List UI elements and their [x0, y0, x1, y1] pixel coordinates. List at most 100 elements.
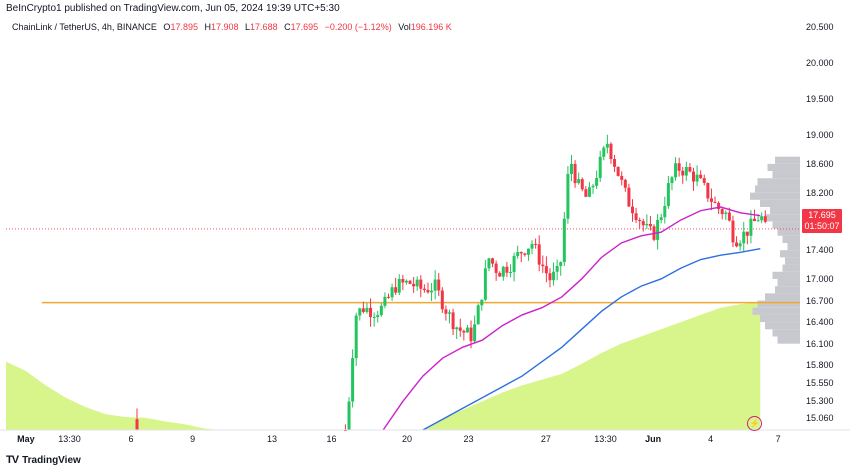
candle-body — [713, 201, 717, 203]
candle-body — [641, 221, 645, 226]
volume-profile-bar — [752, 307, 800, 315]
candle-body — [706, 182, 710, 199]
candle-body — [742, 231, 746, 244]
candle-body — [735, 242, 739, 247]
candle-body — [404, 280, 408, 283]
candle-body — [422, 288, 426, 291]
price-tick-label: 19.000 — [806, 130, 834, 141]
tradingview-brand[interactable]: TV TradingView — [6, 454, 81, 466]
candle-body — [598, 156, 602, 178]
time-tick-label: 16 — [326, 434, 337, 444]
volume-profile-bar — [777, 228, 800, 236]
candle-body — [555, 265, 559, 272]
tradingview-logo-icon: TV — [6, 454, 19, 466]
candle-body — [630, 206, 634, 214]
volume-profile-bar — [777, 278, 800, 287]
candle-body — [135, 419, 139, 430]
candle-body — [483, 268, 487, 300]
volume-profile-bar — [765, 214, 800, 222]
candle-body — [709, 198, 713, 202]
candle-body — [519, 252, 523, 254]
candle-body — [659, 217, 663, 221]
volume-profile-bar — [767, 163, 800, 172]
candle-body — [440, 290, 444, 310]
candle-body — [379, 305, 383, 316]
price-tick-label: 16.100 — [806, 338, 834, 349]
candle-body — [437, 279, 441, 291]
volume-profile-bar — [757, 300, 800, 308]
lightning-icon[interactable]: ⚡ — [747, 416, 762, 431]
last-price-badge: 17.695 01:50:07 — [802, 209, 842, 233]
candle-body — [508, 271, 512, 273]
candle-body — [763, 216, 767, 222]
candle-body — [447, 312, 451, 314]
candle-body — [613, 159, 617, 167]
time-tick-label: 13 — [266, 434, 277, 444]
candle-body — [620, 175, 624, 180]
price-tick-label: 15.800 — [806, 360, 834, 371]
candle-body — [397, 278, 401, 293]
candle-body — [717, 202, 721, 210]
candle-body — [386, 296, 390, 298]
time-tick-label: 20 — [401, 434, 412, 444]
slow-moving-average-line — [422, 248, 761, 431]
volume-profile-bar — [782, 264, 800, 272]
price-tick-label: 20.000 — [806, 58, 834, 69]
candle-body — [756, 220, 760, 222]
moving-averages-layer — [382, 206, 761, 431]
volume-profile-bar — [772, 329, 800, 337]
price-tick-label: 15.300 — [806, 396, 834, 407]
time-tick-label: 9 — [190, 434, 196, 444]
open-label: O — [163, 22, 171, 32]
candle-body — [365, 307, 369, 312]
candle-body — [684, 167, 688, 176]
candle-body — [623, 179, 627, 188]
candle-body — [691, 171, 695, 182]
volume-profile-bar — [777, 336, 800, 344]
candle-body — [559, 262, 563, 266]
support-line-layer — [6, 228, 800, 304]
candle-body — [605, 143, 609, 148]
price-tick-label: 20.500 — [806, 22, 834, 33]
volume-profile-bar — [765, 322, 800, 330]
candle-body — [383, 296, 387, 306]
brand-name: TradingView — [22, 454, 81, 466]
candle-body — [656, 220, 660, 240]
candle-body — [476, 305, 480, 325]
candle-body — [745, 231, 749, 236]
low-label: L — [245, 22, 251, 32]
candle-body — [609, 143, 613, 160]
candle-body — [569, 163, 573, 174]
candle-body — [548, 273, 552, 281]
low-value: 17.688 — [250, 22, 278, 32]
change-value: −0.200 (−1.12%) — [324, 22, 392, 32]
volume-profile-layer — [750, 156, 800, 344]
candle-body — [465, 327, 469, 333]
price-tick-label: 15.550 — [806, 378, 834, 389]
candle-body — [670, 177, 674, 184]
price-tick-label: 18.200 — [806, 187, 834, 198]
time-tick-label: May — [17, 434, 35, 444]
volume-profile-bar — [770, 207, 800, 215]
high-label: H — [204, 22, 211, 32]
candle-body — [491, 258, 495, 264]
candle-body — [595, 177, 599, 186]
candle-body — [390, 287, 394, 298]
price-tick-label: 17.000 — [806, 273, 834, 284]
candle-body — [430, 290, 434, 293]
candle-body — [455, 327, 459, 330]
volume-profile-bar — [782, 235, 800, 243]
candle-body — [760, 216, 764, 221]
candle-body — [648, 223, 652, 227]
price-tick-label: 16.700 — [806, 295, 834, 306]
time-tick-label: 27 — [540, 434, 551, 444]
candle-body — [354, 315, 358, 359]
candle-body — [738, 243, 742, 247]
volume-profile-bar — [772, 221, 800, 229]
candle-body — [584, 189, 588, 197]
candle-body — [480, 299, 484, 306]
candle-body — [462, 330, 466, 333]
time-tick-label: 7 — [775, 434, 781, 444]
symbol-label: ChainLink / TetherUS, 4h, BINANCE — [12, 22, 157, 32]
